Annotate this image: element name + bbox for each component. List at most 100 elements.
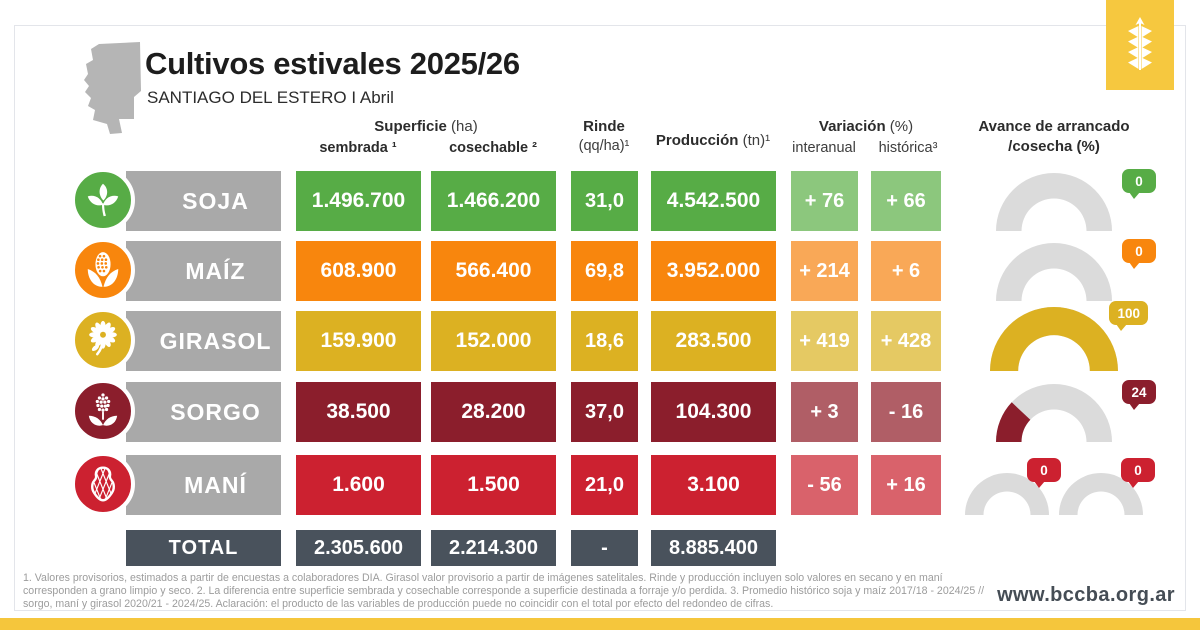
cell-superficie-sembrada: 1.496.700 — [296, 171, 421, 231]
crop-rows: SOJA 1.496.700 1.466.200 31,0 4.542.500 … — [15, 26, 1185, 610]
avance-gauges: 24 — [956, 380, 1156, 442]
crop-band: MAÍZ — [126, 241, 281, 301]
crop-icon-circle — [71, 308, 135, 372]
col-header-historica: histórica³ — [878, 140, 938, 156]
avance-badge: 0 — [1121, 458, 1155, 488]
col-header-variacion: Variación (%) — [818, 118, 914, 135]
col-header-rinde-unit: (qq/ha)¹ — [578, 138, 630, 154]
crop-band: SORGO — [126, 382, 281, 442]
avance-badge-value: 24 — [1131, 384, 1147, 400]
cell-superficie-cosechable: 28.200 — [431, 382, 556, 442]
total-row: TOTAL 2.305.600 2.214.300 - 8.885.400 — [15, 530, 1185, 566]
report-card: Cultivos estivales 2025/26 SANTIAGO DEL … — [14, 25, 1186, 611]
crop-row-sorghum: SORGO 38.500 28.200 37,0 104.300 + 3 - 1… — [15, 379, 1185, 443]
avance-badge-value: 0 — [1134, 462, 1142, 478]
peanut-icon — [91, 466, 115, 502]
avance-badge: 0 — [1122, 239, 1156, 269]
crop-name: SORGO — [170, 398, 261, 425]
sorghum-icon — [88, 393, 118, 426]
crop-band: GIRASOL — [126, 311, 281, 371]
col-header-rinde: Rinde — [583, 118, 625, 135]
avance-badge-value: 0 — [1040, 462, 1048, 478]
half-donut-gauge — [965, 473, 1049, 515]
corn-icon — [87, 252, 119, 287]
crop-row-corn: MAÍZ 608.900 566.400 69,8 3.952.000 + 21… — [15, 238, 1185, 302]
half-donut-gauge — [990, 307, 1118, 371]
cell-superficie-sembrada: 38.500 — [296, 382, 421, 442]
cell-variacion-historica: + 428 — [871, 311, 941, 371]
avance-gauge: 0 — [996, 239, 1156, 301]
cell-superficie-sembrada: 608.900 — [296, 241, 421, 301]
half-donut-gauge — [996, 243, 1112, 301]
avance-gauges: 0 — [956, 239, 1156, 301]
wheat-icon — [1128, 17, 1152, 70]
cell-produccion: 283.500 — [651, 311, 776, 371]
avance-badge-value: 0 — [1135, 243, 1143, 259]
cell-rinde: 21,0 — [571, 455, 638, 515]
avance-gauge: 0 — [1059, 458, 1155, 515]
avance-gauge: 0 — [996, 169, 1156, 231]
avance-badge: 0 — [1122, 169, 1156, 199]
page-subtitle: SANTIAGO DEL ESTERO I Abril — [147, 88, 394, 107]
cell-superficie-sembrada: 1.600 — [296, 455, 421, 515]
cell-rinde: 69,8 — [571, 241, 638, 301]
cell-superficie-sembrada: 159.900 — [296, 311, 421, 371]
cell-variacion-historica: + 16 — [871, 455, 941, 515]
crop-band: MANÍ — [126, 455, 281, 515]
brand-logo-square — [1106, 0, 1174, 90]
footnotes: 1. Valores provisorios, estimados a part… — [23, 572, 985, 611]
col-header-produccion: Producción (tn)¹ — [655, 132, 771, 149]
cell-superficie-cosechable: 152.000 — [431, 311, 556, 371]
avance-gauge: 24 — [996, 380, 1156, 442]
cell-variacion-interanual: + 3 — [791, 382, 858, 442]
half-donut-gauge — [996, 384, 1112, 442]
cell-variacion-historica: + 6 — [871, 241, 941, 301]
cell-variacion-interanual: - 56 — [791, 455, 858, 515]
avance-gauges: 0 — [956, 169, 1156, 231]
page-title: Cultivos estivales 2025/26 — [145, 46, 520, 81]
col-header-superficie: Superficie (ha) — [374, 118, 478, 135]
cell-produccion: 104.300 — [651, 382, 776, 442]
cell-superficie-cosechable: 1.500 — [431, 455, 556, 515]
col-header-avance-line1: Avance de arrancado — [978, 118, 1130, 135]
crop-band: SOJA — [126, 171, 281, 231]
website-text: www.bccba.org.ar — [997, 584, 1175, 606]
total-cell-sembrada: 2.305.600 — [296, 530, 421, 566]
cell-produccion: 3.100 — [651, 455, 776, 515]
avance-gauge: 0 — [965, 458, 1061, 515]
bottom-accent-bar — [0, 618, 1200, 630]
avance-badge: 24 — [1122, 380, 1156, 410]
col-header-cosechable: cosechable ² — [449, 140, 537, 156]
crop-icon-circle — [71, 168, 135, 232]
cell-variacion-interanual: + 214 — [791, 241, 858, 301]
sunflower-icon — [89, 320, 117, 356]
avance-badge: 100 — [1109, 301, 1148, 331]
total-label: TOTAL — [168, 536, 239, 559]
cell-rinde: 18,6 — [571, 311, 638, 371]
crop-row-sunflower: GIRASOL 159.900 152.000 18,6 283.500 + 4… — [15, 301, 1185, 372]
total-cell-cosechable: 2.214.300 — [431, 530, 556, 566]
crop-icon-circle — [71, 452, 135, 516]
total-band: TOTAL — [126, 530, 281, 566]
avance-gauge: 100 — [990, 301, 1148, 371]
crop-name: GIRASOL — [159, 327, 272, 354]
cell-variacion-historica: - 16 — [871, 382, 941, 442]
avance-badge-value: 100 — [1117, 305, 1140, 321]
col-header-sembrada: sembrada ¹ — [319, 140, 397, 156]
col-header-avance-line2: /cosecha (%) — [1008, 138, 1100, 155]
crop-name: SOJA — [182, 187, 249, 214]
crop-icon-circle — [71, 238, 135, 302]
soy-icon — [87, 183, 119, 217]
half-donut-gauge — [1059, 473, 1143, 515]
cell-produccion: 4.542.500 — [651, 171, 776, 231]
crop-name: MAÍZ — [185, 257, 246, 284]
total-cell-rinde: - — [571, 530, 638, 566]
avance-badge: 0 — [1027, 458, 1061, 488]
crop-row-soy: SOJA 1.496.700 1.466.200 31,0 4.542.500 … — [15, 168, 1185, 232]
cell-rinde: 31,0 — [571, 171, 638, 231]
cell-superficie-cosechable: 566.400 — [431, 241, 556, 301]
cell-variacion-interanual: + 76 — [791, 171, 858, 231]
cell-rinde: 37,0 — [571, 382, 638, 442]
